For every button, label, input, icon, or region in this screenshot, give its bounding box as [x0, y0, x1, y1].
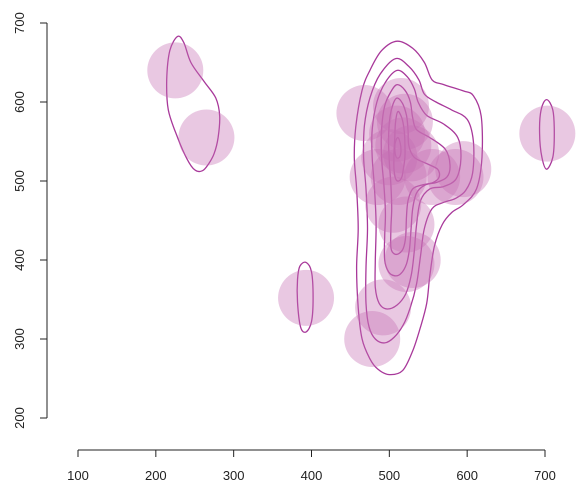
x-tick-label: 500 — [378, 468, 400, 483]
y-tick-label: 600 — [12, 91, 27, 113]
data-point-17 — [383, 125, 440, 182]
y-tick-label: 700 — [12, 12, 27, 34]
y-axis: 200 300 400 500 600 700 — [12, 12, 48, 429]
data-point-12 — [373, 77, 430, 134]
x-tick-label: 300 — [223, 468, 245, 483]
x-tick-label: 700 — [534, 468, 556, 483]
contour-line-3 — [538, 98, 555, 170]
data-point-22 — [519, 105, 576, 162]
data-point-20 — [427, 149, 484, 206]
y-tick-label: 200 — [12, 407, 27, 429]
data-point-15 — [378, 196, 435, 253]
contour-line-9 — [393, 110, 406, 182]
data-point-13 — [375, 117, 432, 174]
contour-line-4 — [353, 40, 484, 376]
data-point-2 — [178, 109, 235, 166]
contour-line-10 — [394, 136, 402, 159]
data-point-10 — [369, 105, 426, 162]
contour-line-5 — [362, 57, 475, 344]
contour-line-1 — [165, 35, 221, 173]
data-point-5 — [344, 311, 401, 367]
data-point-4 — [336, 85, 393, 142]
data-point-19 — [404, 149, 461, 206]
data-point-18 — [384, 232, 441, 288]
y-tick-label: 400 — [12, 249, 27, 271]
data-point-21 — [435, 141, 492, 198]
x-axis: 100 200 300 400 500 600 700 — [67, 449, 556, 483]
density-contours — [165, 35, 555, 376]
data-point-7 — [355, 279, 412, 336]
x-tick-label: 200 — [145, 468, 167, 483]
y-tick-label: 500 — [12, 170, 27, 192]
data-point-11 — [370, 149, 427, 206]
x-tick-label: 400 — [301, 468, 323, 483]
data-point-9 — [365, 176, 422, 233]
contour-line-7 — [380, 83, 451, 277]
data-point-1 — [147, 42, 204, 99]
contour-line-2 — [296, 261, 314, 333]
x-tick-label: 100 — [67, 468, 89, 483]
contour-line-6 — [371, 69, 462, 310]
data-point-3 — [278, 269, 335, 326]
data-point-8 — [361, 129, 418, 186]
data-point-16 — [378, 235, 435, 292]
data-point-6 — [349, 149, 406, 206]
data-points — [147, 42, 576, 367]
x-tick-label: 600 — [456, 468, 478, 483]
data-point-14 — [376, 93, 433, 150]
contour-line-8 — [387, 97, 441, 256]
y-tick-label: 300 — [12, 328, 27, 350]
